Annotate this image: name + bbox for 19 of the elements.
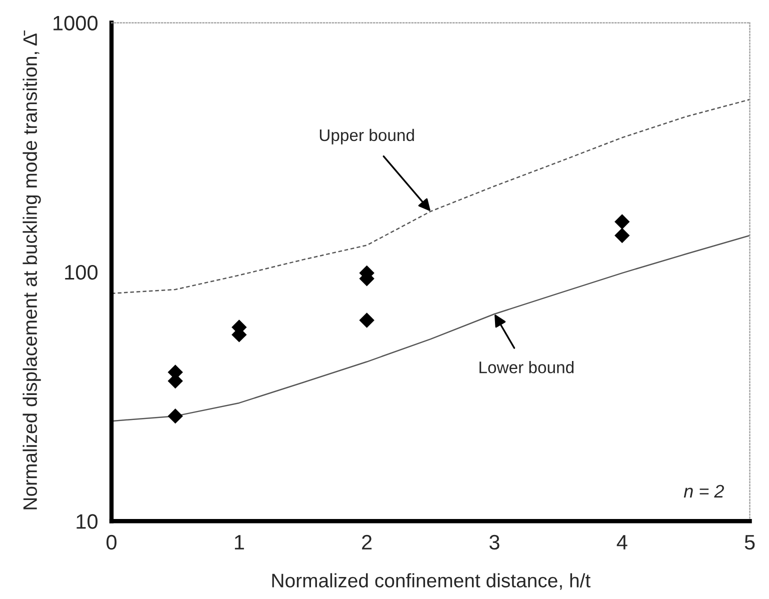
point <box>168 408 183 424</box>
y-axis-title: Normalized displacement at buckling mode transition, Δ̄ <box>22 30 41 510</box>
x-tick-label: 4 <box>616 535 628 550</box>
line-series <box>112 98 750 294</box>
annotation: Upper bound <box>320 128 414 144</box>
point <box>614 228 630 244</box>
x-tick-label: 2 <box>362 534 372 550</box>
annotation: Lower bound <box>480 361 574 374</box>
x-tick-label: 5 <box>744 535 755 550</box>
point <box>614 214 630 230</box>
x-tick-label: 1 <box>234 535 244 550</box>
y-tick-label: 100 <box>65 264 98 280</box>
point <box>359 312 374 328</box>
y-tick-label: 1000 <box>54 16 98 31</box>
x-tick-label: 3 <box>489 534 500 550</box>
x-axis-title: Normalized confinement distance, h/t <box>272 573 590 590</box>
annotation: n = 2 <box>684 484 724 498</box>
y-tick-label: 10 <box>76 514 98 529</box>
x-tick-label: 0 <box>106 534 116 550</box>
